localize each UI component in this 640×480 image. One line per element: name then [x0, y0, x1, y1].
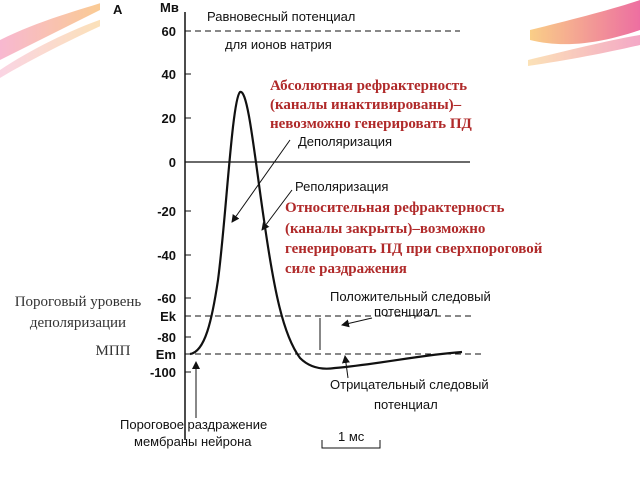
- side-label: Пороговый уровень: [15, 294, 142, 310]
- y-tick-label: Ek: [160, 309, 177, 324]
- y-tick-label: 0: [169, 155, 176, 170]
- annotation: Реполяризация: [295, 179, 388, 194]
- annotation: Положительный следовый: [330, 289, 491, 304]
- time-scale: 1 мс: [338, 429, 365, 444]
- y-tick-label: 40: [162, 67, 176, 82]
- side-label: деполяризации: [30, 315, 126, 331]
- annotation: потенциал: [374, 304, 438, 319]
- figure-panel: [100, 0, 526, 465]
- unit-label: Мв: [160, 0, 179, 15]
- annotation: мембраны нейрона: [134, 434, 252, 449]
- y-tick-label: 20: [162, 111, 176, 126]
- annotation: Равновесный потенциал: [207, 9, 355, 24]
- annotation-red: невозможно генерировать ПД: [270, 116, 472, 132]
- y-tick-label: -80: [157, 330, 176, 345]
- annotation-red: силе раздражения: [285, 261, 407, 277]
- y-tick-label: Em: [156, 347, 176, 362]
- y-axis: 60 40 20 0 -20 -40 -60 Ek -80 Em -100: [150, 24, 191, 380]
- annotation-red: генерировать ПД при сверхпороговой: [285, 241, 543, 257]
- y-tick-label: -60: [157, 291, 176, 306]
- annotation-red: Абсолютная рефрактерность: [270, 78, 467, 94]
- annotation-red: Относительная рефрактерность: [285, 200, 504, 216]
- side-label: МПП: [95, 343, 130, 359]
- diagram-lines: [184, 12, 482, 449]
- annotation: Пороговое раздражение: [120, 417, 267, 432]
- y-tick-label: -100: [150, 365, 176, 380]
- y-tick-label: 60: [162, 24, 176, 39]
- annotation-red: (каналы инактивированы)–: [270, 97, 462, 113]
- annotation: для ионов натрия: [225, 37, 332, 52]
- y-tick-label: -20: [157, 204, 176, 219]
- annotation: Деполяризация: [298, 134, 392, 149]
- decoration: [0, 0, 640, 78]
- annotation-red: (каналы закрыты)–возможно: [285, 221, 485, 237]
- y-tick-label: -40: [157, 248, 176, 263]
- annotation: потенциал: [374, 397, 438, 412]
- annotation: Отрицательный следовый: [330, 377, 489, 392]
- panel-label: А: [113, 2, 123, 17]
